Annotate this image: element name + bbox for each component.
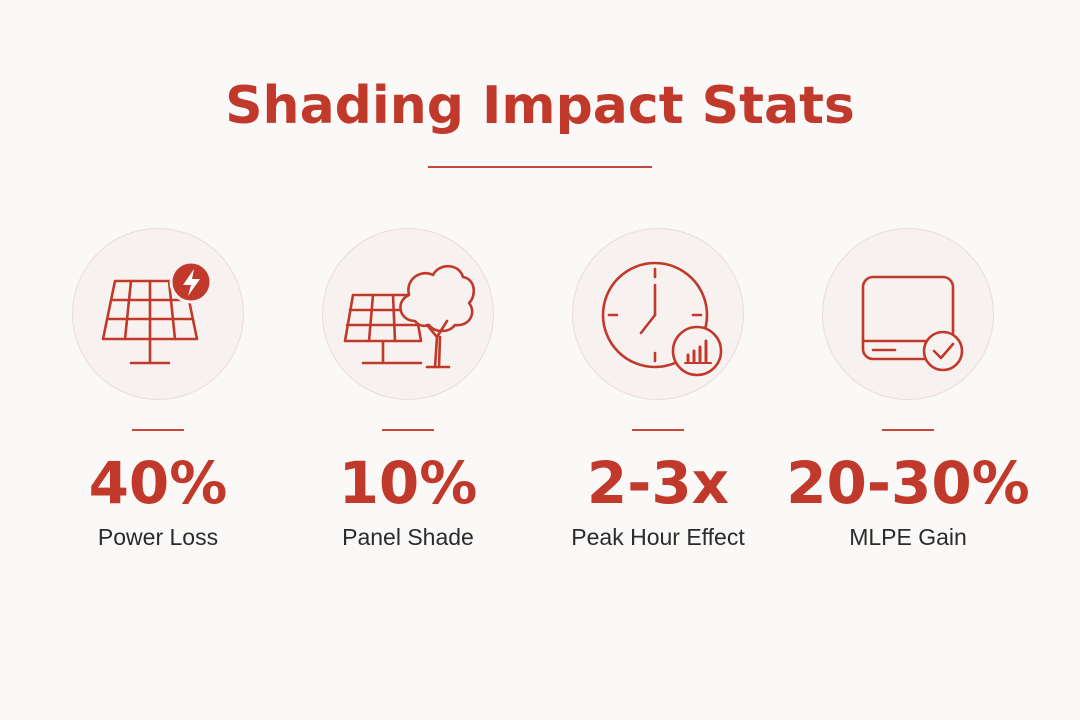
- solar-panel-tree-icon: [343, 264, 476, 369]
- stat-divider: [632, 429, 684, 431]
- stat-value: 10%: [338, 449, 478, 517]
- stat-card-power-loss: 40% Power Loss: [40, 228, 280, 568]
- icon-circle: [72, 228, 244, 400]
- stat-label: Power Loss: [97, 524, 219, 550]
- stat-divider: [132, 429, 184, 431]
- stat-label: Peak Hour Effect: [571, 524, 745, 550]
- stat-value: 20-30%: [786, 449, 1030, 517]
- icon-circle: [572, 228, 744, 400]
- clock-chart-icon: [601, 261, 723, 377]
- icon-circle: [822, 228, 994, 400]
- stat-value: 40%: [88, 449, 228, 517]
- title-divider: [428, 166, 652, 168]
- stat-card-mlpe-gain: 20-30% MLPE Gain: [786, 228, 1030, 568]
- stat-label: MLPE Gain: [849, 524, 967, 550]
- icon-circle: [322, 228, 494, 400]
- stat-divider: [382, 429, 434, 431]
- stat-value: 2-3x: [586, 449, 730, 517]
- page-title: Shading Impact Stats: [225, 76, 855, 136]
- stat-label: Panel Shade: [342, 524, 474, 550]
- solar-panel-lightning-icon: [101, 260, 213, 365]
- stat-card-panel-shade: 10% Panel Shade: [290, 228, 530, 568]
- device-checkmark-icon: [861, 275, 964, 372]
- stat-card-peak-hour-effect: 2-3x Peak Hour Effect: [540, 228, 780, 568]
- stat-divider: [882, 429, 934, 431]
